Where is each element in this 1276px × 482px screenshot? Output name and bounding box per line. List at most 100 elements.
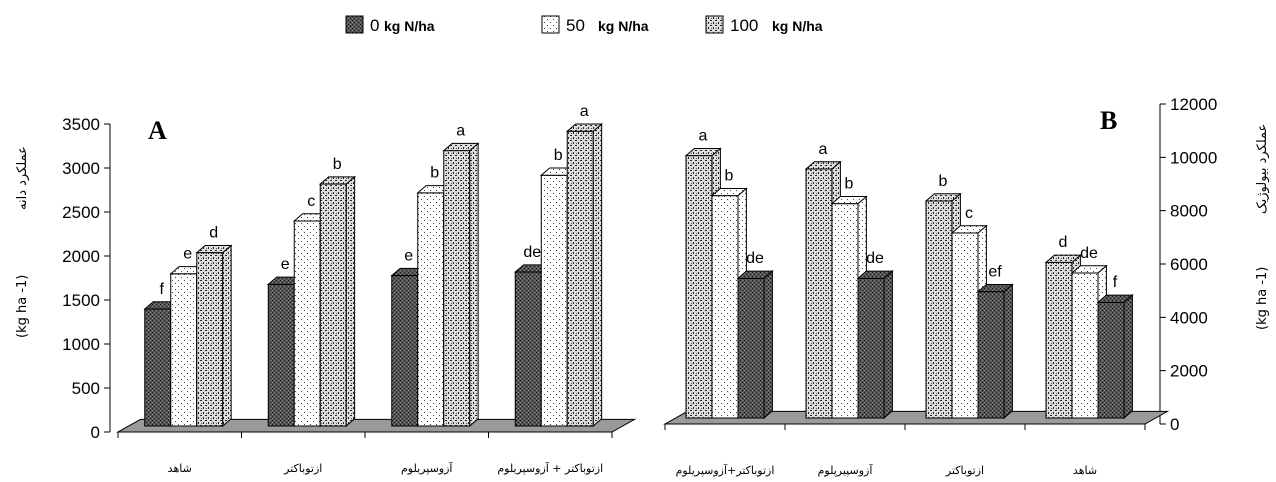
legend-swatch-n50 xyxy=(541,15,560,34)
legend-value-n50: 50 xyxy=(566,16,585,35)
y-tick-label: 12000 xyxy=(1170,95,1217,114)
bar-front xyxy=(951,232,979,419)
category-label: ازتوباکتر xyxy=(945,464,984,477)
y-axis-title-b-label: عملکرد بیولوژیک xyxy=(1255,124,1270,214)
bar-top xyxy=(950,225,988,234)
bar-front xyxy=(170,273,198,427)
bar-front xyxy=(267,283,295,427)
bar-front xyxy=(566,130,594,427)
significance-letter: e xyxy=(281,256,290,273)
bar-side xyxy=(222,244,232,428)
bar-top xyxy=(195,244,233,254)
bar-front xyxy=(1071,272,1099,419)
significance-letter: de xyxy=(523,244,541,261)
legend-unit-n50: kg N/ha xyxy=(598,18,649,34)
bar-front xyxy=(711,195,739,419)
y-axis-title-a-unit: (kg ha -1) xyxy=(15,275,30,338)
bar-front xyxy=(737,277,765,419)
bar-top xyxy=(442,142,480,152)
bar-side xyxy=(763,270,773,420)
bar-n100 xyxy=(318,175,357,428)
y-tick-label: 2000 xyxy=(1170,362,1208,381)
bar-top xyxy=(1096,294,1134,303)
y-tick-label: 3000 xyxy=(62,159,100,178)
y-axis-title-a-label: عملکرد دانه xyxy=(15,146,30,210)
bar-front xyxy=(1097,301,1125,419)
bar-side xyxy=(592,122,603,428)
significance-letter: b xyxy=(725,167,734,184)
bar-top xyxy=(684,147,722,157)
legend-swatch-n0 xyxy=(345,15,364,34)
bar-top xyxy=(856,270,894,279)
legend-unit-n0: kg N/ha xyxy=(384,18,435,34)
significance-letter: f xyxy=(160,281,165,298)
y-tick-label: 4000 xyxy=(1170,308,1208,327)
y-tick-label: 6000 xyxy=(1170,255,1208,274)
chart-floor xyxy=(663,410,1170,425)
chart-panel-a: 0 500 1000 1500 2000 2500 3000 3500 شاهد ازتوباکت… xyxy=(62,103,637,475)
chart-panel-b: 0 2000 4000 6000 8000 10000 12000 ازتوباکتر+آزو… xyxy=(663,95,1217,477)
category-label: شاهد xyxy=(1073,464,1097,477)
bar-top xyxy=(1044,254,1082,263)
significance-letter: b xyxy=(554,147,563,164)
significance-letter: e xyxy=(183,246,192,263)
bar-n100 xyxy=(442,142,480,428)
legend-item-n0: 0 kg N/ha xyxy=(345,15,435,35)
significance-letter: d xyxy=(1059,234,1068,251)
chart-floor xyxy=(116,418,637,433)
significance-letter: de xyxy=(746,250,764,267)
category-label: آزوسپیرپلوم xyxy=(818,463,874,477)
bar-n100 xyxy=(565,122,604,428)
legend-value-n0: 0 xyxy=(370,16,379,35)
significance-letter: f xyxy=(1113,274,1118,291)
y-tick-label: 3500 xyxy=(62,115,100,134)
bar-front xyxy=(514,271,542,427)
y-tick-label: 8000 xyxy=(1170,202,1208,221)
bar-front xyxy=(925,200,953,419)
bar-front xyxy=(443,150,471,427)
bar-front xyxy=(1045,261,1073,419)
y-tick-label: 1500 xyxy=(62,291,100,310)
bar-front xyxy=(144,308,172,427)
bar-front xyxy=(805,168,833,419)
significance-letter: b xyxy=(845,175,854,192)
bar-n0 xyxy=(976,283,1014,420)
bar-front xyxy=(685,155,713,419)
legend-item-n100: 100 kg N/ha xyxy=(705,15,823,35)
bar-front xyxy=(831,203,859,419)
significance-letter: a xyxy=(580,103,589,120)
bar-n0 xyxy=(736,270,774,420)
bar-top xyxy=(710,187,748,197)
bar-front xyxy=(417,192,445,427)
legend-swatch-n100 xyxy=(705,15,724,34)
significance-letter: a xyxy=(819,141,828,158)
significance-letter: a xyxy=(699,127,708,144)
significance-letter: c xyxy=(965,205,973,222)
bar-top xyxy=(830,195,868,205)
bar-front xyxy=(540,174,568,427)
legend-item-n50: 50 kg N/ha xyxy=(541,15,649,35)
y-tick-label: 2000 xyxy=(62,247,100,266)
panel-label-b: B xyxy=(1100,106,1117,135)
bar-side xyxy=(1123,294,1133,420)
bar-top xyxy=(924,193,962,202)
y-tick-label: 1000 xyxy=(62,335,100,354)
bar-top xyxy=(318,176,357,185)
bar-front xyxy=(319,183,347,427)
bar-top xyxy=(1070,265,1108,274)
bar-front xyxy=(391,275,419,427)
bar-side xyxy=(345,175,356,428)
bar-top xyxy=(804,161,842,170)
bar-top xyxy=(736,270,774,279)
bar-side xyxy=(469,142,479,428)
significance-letter: c xyxy=(307,193,315,210)
legend-unit-n100: kg N/ha xyxy=(772,18,823,34)
bar-front xyxy=(196,252,224,427)
significance-letter: b xyxy=(430,165,439,182)
significance-letter: e xyxy=(404,247,413,264)
y-axis-title-b: (kg ha -1) عملکرد بیولوژیک xyxy=(1255,124,1270,330)
significance-letter: ef xyxy=(988,263,1002,280)
y-axis-title-b-unit: (kg ha -1) xyxy=(1255,267,1270,330)
significance-letter: d xyxy=(209,224,218,241)
